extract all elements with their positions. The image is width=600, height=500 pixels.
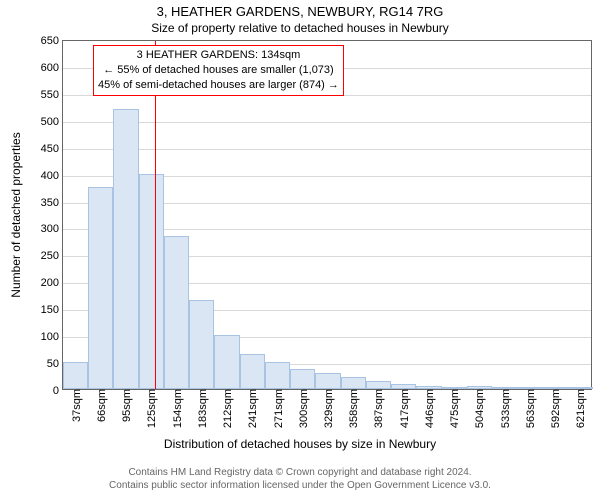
grid-line <box>63 122 591 123</box>
histogram-bar <box>63 362 88 389</box>
histogram-bar <box>189 300 214 389</box>
x-tick-label: 533sqm <box>498 389 512 428</box>
x-tick-label: 241sqm <box>245 389 259 428</box>
footer-line-2: Contains public sector information licen… <box>0 479 600 492</box>
histogram-bar <box>315 373 340 389</box>
y-tick-label: 200 <box>41 277 63 289</box>
x-tick-label: 446sqm <box>422 389 436 428</box>
y-tick-label: 500 <box>41 116 63 128</box>
x-tick-label: 212sqm <box>220 389 234 428</box>
x-tick-label: 592sqm <box>548 389 562 428</box>
histogram-bar <box>240 354 265 389</box>
x-tick-label: 621sqm <box>573 389 587 428</box>
footer-line-1: Contains HM Land Registry data © Crown c… <box>0 466 600 479</box>
y-tick-label: 100 <box>41 331 63 343</box>
x-tick-label: 563sqm <box>523 389 537 428</box>
x-tick-label: 66sqm <box>94 389 108 422</box>
x-tick-label: 95sqm <box>119 389 133 422</box>
x-tick-label: 417sqm <box>397 389 411 428</box>
plot-area: 0501001502002503003504004505005506006503… <box>62 40 592 390</box>
x-tick-label: 329sqm <box>321 389 335 428</box>
histogram-bar <box>88 187 113 389</box>
annotation-box: 3 HEATHER GARDENS: 134sqm← 55% of detach… <box>93 45 344 96</box>
x-tick-label: 37sqm <box>69 389 83 422</box>
annotation-line: 45% of semi-detached houses are larger (… <box>98 78 339 93</box>
y-tick-label: 600 <box>41 62 63 74</box>
histogram-bar <box>139 174 164 389</box>
y-tick-label: 0 <box>53 385 63 397</box>
y-tick-label: 300 <box>41 223 63 235</box>
chart-subtitle: Size of property relative to detached ho… <box>0 21 600 35</box>
x-tick-label: 358sqm <box>346 389 360 428</box>
footer-attribution: Contains HM Land Registry data © Crown c… <box>0 466 600 492</box>
chart-title: 3, HEATHER GARDENS, NEWBURY, RG14 7RG <box>0 4 600 19</box>
x-tick-label: 504sqm <box>472 389 486 428</box>
annotation-line: 3 HEATHER GARDENS: 134sqm <box>98 48 339 63</box>
x-tick-label: 387sqm <box>371 389 385 428</box>
x-tick-label: 154sqm <box>170 389 184 428</box>
histogram-bar <box>113 109 138 389</box>
histogram-bar <box>214 335 239 389</box>
y-tick-label: 50 <box>47 358 63 370</box>
y-tick-label: 250 <box>41 250 63 262</box>
histogram-bar <box>164 236 189 389</box>
y-tick-label: 450 <box>41 143 63 155</box>
y-axis-label: Number of detached properties <box>9 132 23 297</box>
y-tick-label: 150 <box>41 304 63 316</box>
x-tick-label: 475sqm <box>447 389 461 428</box>
x-tick-label: 271sqm <box>271 389 285 428</box>
x-axis-label: Distribution of detached houses by size … <box>0 437 600 451</box>
annotation-line: ← 55% of detached houses are smaller (1,… <box>98 63 339 78</box>
x-tick-label: 300sqm <box>296 389 310 428</box>
y-tick-label: 350 <box>41 197 63 209</box>
y-tick-label: 400 <box>41 170 63 182</box>
x-tick-label: 125sqm <box>144 389 158 428</box>
histogram-bar <box>366 381 391 389</box>
histogram-bar <box>341 377 366 389</box>
histogram-bar <box>290 369 315 389</box>
histogram-bar <box>265 362 290 389</box>
x-tick-label: 183sqm <box>195 389 209 428</box>
grid-line <box>63 149 591 150</box>
histogram-chart: 3, HEATHER GARDENS, NEWBURY, RG14 7RG Si… <box>0 0 600 500</box>
y-tick-label: 550 <box>41 89 63 101</box>
y-tick-label: 650 <box>41 35 63 47</box>
